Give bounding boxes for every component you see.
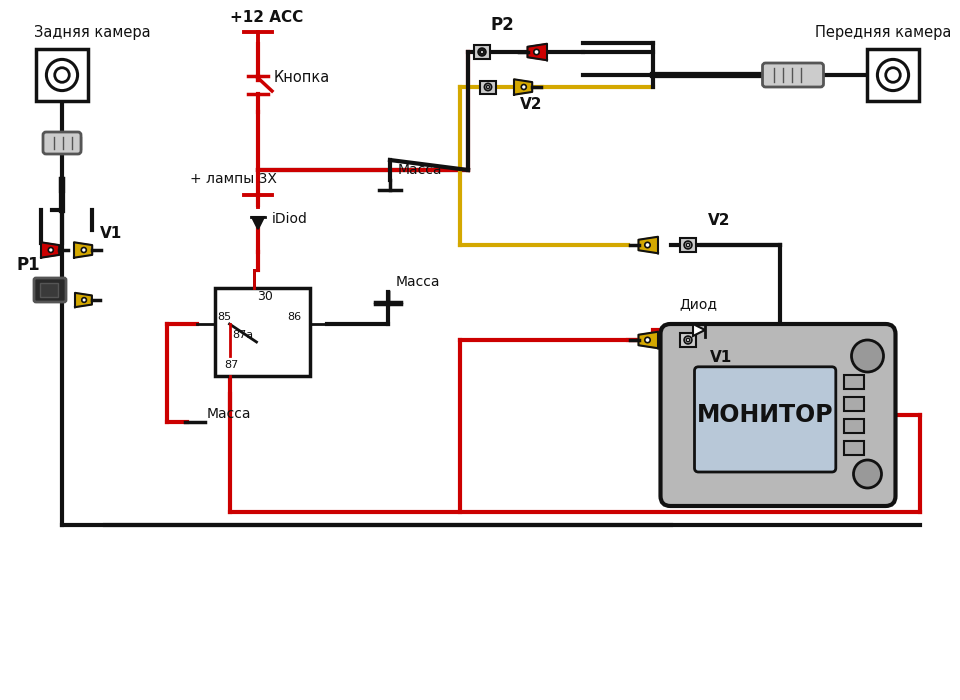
FancyBboxPatch shape: [694, 367, 836, 472]
Polygon shape: [514, 79, 532, 95]
Circle shape: [877, 60, 908, 90]
Text: 86: 86: [287, 312, 301, 322]
Text: Передняя камера: Передняя камера: [815, 25, 951, 40]
Text: P2: P2: [490, 16, 514, 34]
Text: Кнопка: Кнопка: [274, 70, 330, 85]
Polygon shape: [74, 242, 92, 258]
Text: 30: 30: [257, 290, 273, 303]
Bar: [214, 288, 309, 376]
Text: МОНИТОР: МОНИТОР: [697, 403, 833, 427]
Text: Масса: Масса: [207, 407, 252, 421]
Text: +12 АСС: +12 АСС: [230, 10, 303, 25]
Polygon shape: [638, 332, 658, 349]
Text: V1: V1: [710, 350, 732, 365]
Circle shape: [853, 460, 881, 488]
Circle shape: [645, 242, 650, 248]
Polygon shape: [693, 324, 705, 336]
Polygon shape: [41, 242, 60, 258]
Circle shape: [487, 85, 490, 89]
Text: P1: P1: [16, 256, 39, 274]
Circle shape: [886, 68, 900, 83]
Text: V1: V1: [100, 226, 122, 241]
Circle shape: [686, 244, 689, 246]
Text: + лампы 3Х: + лампы 3Х: [190, 172, 276, 186]
Text: iDiod: iDiod: [272, 212, 308, 226]
Bar: [844, 397, 863, 411]
Circle shape: [684, 336, 692, 344]
Circle shape: [485, 83, 492, 90]
Text: V2: V2: [708, 213, 731, 228]
Circle shape: [82, 248, 86, 253]
Bar: [480, 80, 495, 94]
Bar: [844, 419, 863, 433]
Text: 85: 85: [218, 312, 231, 322]
Polygon shape: [638, 237, 658, 253]
Circle shape: [55, 68, 69, 83]
Circle shape: [534, 49, 540, 55]
Circle shape: [521, 85, 526, 90]
FancyBboxPatch shape: [34, 278, 66, 302]
Text: 87a: 87a: [232, 330, 253, 340]
Bar: [844, 375, 863, 389]
Polygon shape: [75, 293, 92, 307]
Text: Масса: Масса: [398, 163, 443, 177]
Bar: [473, 45, 491, 59]
Bar: [844, 441, 863, 455]
Bar: [40, 283, 58, 297]
Text: 87: 87: [225, 360, 239, 370]
Polygon shape: [252, 217, 264, 229]
Circle shape: [686, 338, 689, 342]
Bar: [36, 49, 88, 101]
Circle shape: [645, 337, 650, 343]
Polygon shape: [527, 43, 547, 60]
Circle shape: [46, 60, 78, 90]
Text: Диод: Диод: [679, 297, 717, 311]
Text: Масса: Масса: [396, 275, 441, 289]
Text: V2: V2: [520, 97, 542, 112]
Circle shape: [48, 248, 54, 253]
Circle shape: [82, 298, 86, 302]
Circle shape: [684, 241, 692, 249]
Bar: [680, 333, 696, 347]
FancyBboxPatch shape: [660, 324, 896, 506]
Bar: [867, 49, 919, 101]
Circle shape: [478, 48, 486, 56]
Circle shape: [852, 340, 883, 372]
FancyBboxPatch shape: [43, 132, 81, 154]
FancyBboxPatch shape: [762, 63, 824, 87]
Bar: [680, 238, 696, 252]
Text: Задняя камера: Задняя камера: [34, 25, 151, 40]
Circle shape: [480, 50, 484, 54]
